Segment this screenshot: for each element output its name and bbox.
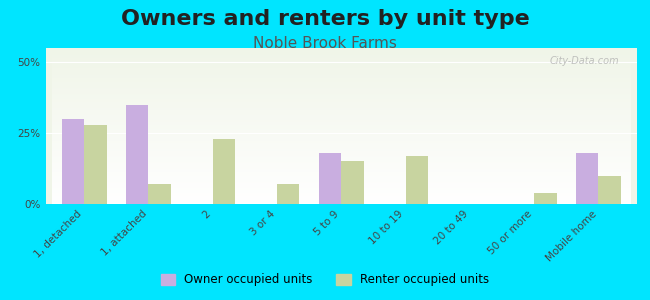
Legend: Owner occupied units, Renter occupied units: Owner occupied units, Renter occupied un… [156, 269, 494, 291]
Bar [213, 139, 235, 204]
Bar [341, 161, 364, 204]
Bar [318, 153, 341, 204]
Bar [277, 184, 300, 204]
Text: Owners and renters by unit type: Owners and renters by unit type [121, 9, 529, 29]
Bar [84, 124, 107, 204]
Bar [148, 184, 171, 204]
Bar [126, 105, 148, 204]
Bar [534, 193, 556, 204]
Bar [406, 156, 428, 204]
Text: City-Data.com: City-Data.com [550, 56, 619, 66]
Bar [576, 153, 599, 204]
Bar [599, 176, 621, 204]
Text: Noble Brook Farms: Noble Brook Farms [253, 36, 397, 51]
Bar [62, 119, 84, 204]
